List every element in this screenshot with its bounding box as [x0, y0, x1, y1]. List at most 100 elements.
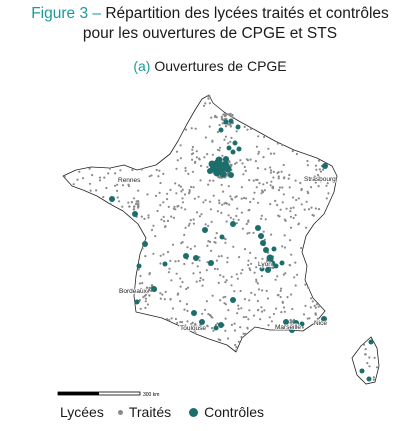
treated-lycee-point — [191, 262, 194, 265]
treated-lycee-point — [193, 245, 196, 248]
treated-lycee-point — [181, 197, 184, 200]
treated-lycee-point — [280, 170, 283, 173]
treated-lycee-point — [269, 152, 273, 155]
treated-lycee-point — [249, 200, 252, 204]
treated-lycee-point — [174, 260, 177, 263]
treated-lycee-point — [273, 152, 276, 155]
treated-lycee-point — [204, 223, 207, 226]
treated-lycee-point — [192, 222, 195, 225]
treated-lycee-point — [224, 125, 228, 128]
treated-lycee-point — [121, 184, 125, 187]
treated-lycee-point — [292, 206, 295, 209]
treated-lycee-point — [138, 298, 141, 302]
treated-lycee-point — [139, 307, 142, 310]
treated-lycee-point — [235, 346, 238, 349]
treated-lycee-point — [119, 169, 122, 172]
treated-lycee-point — [212, 329, 215, 332]
control-lycee-point — [207, 168, 213, 174]
treated-lycee-point — [240, 211, 243, 214]
treated-lycee-point — [190, 127, 193, 130]
treated-lycee-point — [306, 159, 309, 163]
treated-lycee-point — [265, 289, 268, 292]
treated-lycee-point — [304, 304, 307, 307]
treated-lycee-point — [368, 356, 371, 359]
treated-lycee-point — [235, 195, 238, 198]
treated-lycee-point — [311, 300, 314, 303]
treated-lycee-point — [195, 280, 198, 283]
treated-lycee-point — [216, 131, 220, 134]
treated-marker-icon — [117, 409, 123, 415]
treated-lycee-point — [163, 225, 167, 228]
treated-lycee-point — [190, 153, 193, 156]
title-line-2: pour les ouvertures de CPGE et STS — [82, 25, 338, 42]
treated-lycee-point — [246, 128, 249, 131]
treated-lycee-point — [247, 219, 250, 222]
treated-lycee-point — [263, 309, 266, 312]
treated-lycee-point — [116, 183, 119, 186]
treated-lycee-point — [158, 169, 161, 172]
treated-lycee-point — [188, 222, 191, 225]
treated-lycee-point — [165, 198, 169, 201]
treated-lycee-point — [179, 277, 182, 280]
control-lycee-point — [230, 149, 236, 155]
treated-lycee-point — [207, 240, 210, 243]
treated-lycee-point — [291, 307, 294, 311]
city-label-strasbourg: Strasbourg — [304, 176, 336, 183]
control-lycee-point — [236, 146, 242, 152]
control-lycee-point — [259, 266, 265, 272]
treated-lycee-point — [241, 227, 244, 230]
treated-lycee-point — [203, 156, 206, 159]
treated-lycee-point — [261, 289, 264, 292]
treated-lycee-point — [375, 366, 379, 369]
control-lycee-point — [208, 260, 214, 266]
city-label-toulouse: Toulouse — [180, 325, 206, 332]
treated-lycee-point — [156, 209, 159, 213]
treated-lycee-point — [276, 142, 279, 145]
figure-title: Figure 3 – Répartition des lycées traité… — [0, 4, 420, 44]
treated-lycee-point — [201, 284, 204, 287]
treated-lycee-point — [249, 268, 252, 272]
treated-lycee-point — [205, 269, 208, 272]
treated-lycee-point — [222, 275, 225, 278]
treated-lycee-point — [282, 193, 285, 196]
treated-lycee-point — [159, 292, 162, 295]
treated-lycee-point — [307, 208, 311, 211]
treated-lycee-point — [313, 304, 316, 307]
treated-lycee-point — [235, 273, 238, 276]
treated-lycee-point — [325, 184, 328, 187]
treated-lycee-point — [103, 176, 106, 179]
treated-lycee-point — [180, 206, 183, 209]
treated-lycee-point — [234, 343, 237, 347]
treated-lycee-point — [199, 271, 202, 274]
panel-label: Ouvertures de CPGE — [154, 58, 287, 74]
treated-lycee-point — [221, 154, 224, 157]
treated-lycee-point — [132, 205, 136, 208]
treated-lycee-point — [247, 209, 250, 212]
treated-lycee-point — [183, 308, 186, 311]
treated-lycee-point — [244, 169, 247, 172]
treated-lycee-point — [140, 215, 143, 218]
treated-lycee-point — [254, 256, 257, 260]
treated-lycee-point — [140, 287, 143, 290]
treated-lycee-point — [188, 188, 191, 192]
treated-lycee-point — [229, 216, 232, 219]
treated-lycee-point — [139, 274, 142, 278]
control-lycee-point — [279, 260, 285, 266]
control-lycee-point — [265, 267, 271, 273]
treated-lycee-point — [88, 182, 92, 185]
treated-lycee-point — [78, 170, 81, 173]
treated-lycee-point — [141, 282, 144, 285]
control-lycee-point — [321, 316, 327, 322]
treated-lycee-point — [135, 200, 138, 203]
control-lycee-point — [235, 124, 241, 130]
treated-lycee-point — [272, 176, 275, 179]
treated-lycee-point — [177, 259, 180, 263]
treated-lycee-point — [170, 317, 173, 320]
treated-lycee-point — [170, 279, 173, 282]
treated-lycee-point — [166, 250, 170, 254]
treated-lycee-point — [303, 208, 306, 211]
treated-lycee-point — [208, 200, 212, 203]
corsica-border — [351, 336, 380, 385]
treated-lycee-point — [206, 244, 209, 247]
control-lycee-point — [273, 263, 279, 269]
